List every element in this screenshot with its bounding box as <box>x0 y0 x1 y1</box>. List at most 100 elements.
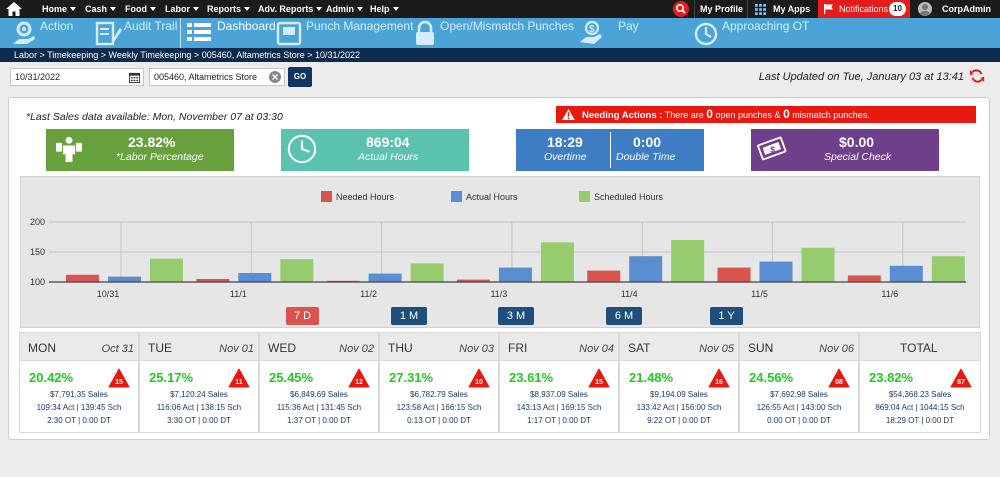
day-date: Nov 05 <box>699 343 734 355</box>
day-card-wed[interactable]: WED Nov 02 25.45% 12 $6,849.69 Sales 115:36 A… <box>259 332 379 433</box>
go-button[interactable]: GO <box>288 67 312 87</box>
calendar-icon[interactable] <box>129 72 140 83</box>
overtime-value: 18:29 <box>547 134 583 150</box>
day-card-mon[interactable]: MON Oct 31 20.42% 15 $7,791.35 Sales 109:34 A… <box>19 332 139 433</box>
alert-count: 11 <box>235 379 243 386</box>
day-date: Nov 04 <box>579 343 614 355</box>
toolbar-dashboard[interactable]: Dashboard <box>186 18 276 48</box>
day-card-total[interactable]: TOTAL 23.82% 87 $54,368.23 Sales 869:04 Act … <box>859 332 981 433</box>
menu-adv-reports[interactable]: Adv. Reports <box>258 0 323 18</box>
bar-scheduled-hours <box>150 258 183 282</box>
toolbar-action[interactable]: Action <box>10 18 82 48</box>
day-ot-dt: 2:30 OT | 0:00 DT <box>47 416 111 425</box>
alert-triangle-icon[interactable]: 10 <box>468 368 490 388</box>
my-profile-link[interactable]: My Profile <box>700 4 744 14</box>
date-input[interactable]: 10/31/2022 <box>10 68 144 86</box>
toolbar-punch-management[interactable]: Punch Management <box>276 18 413 48</box>
notifications-button[interactable]: Notifications 10 <box>818 0 910 18</box>
day-sales: $7,692.98 Sales <box>770 390 828 399</box>
toolbar-label: Dashboard <box>217 19 276 33</box>
bar-scheduled-hours <box>410 263 444 282</box>
clipboard-pen-icon <box>95 21 122 46</box>
actual-hours-card[interactable]: 869:04 Actual Hours <box>281 129 469 171</box>
alert-triangle-icon[interactable]: 12 <box>348 368 370 388</box>
x-tick-label: 11/2 <box>360 289 377 299</box>
menu-cash[interactable]: Cash <box>85 0 117 18</box>
bar-needed-hours <box>847 275 881 282</box>
bar-scheduled-hours <box>280 259 314 282</box>
home-icon[interactable] <box>6 2 22 16</box>
search-button[interactable] <box>673 1 689 17</box>
menu-home[interactable]: Home <box>42 0 77 18</box>
labor-percentage-card[interactable]: 23.82% *Labor Percentage <box>46 129 234 171</box>
labor-percentage-value: 23.82% <box>128 134 176 150</box>
alert-triangle-icon[interactable]: 15 <box>588 368 610 388</box>
alert-triangle-icon[interactable]: 87 <box>950 368 972 388</box>
day-card-fri[interactable]: FRI Nov 04 23.61% 15 $8,937.09 Sales 143:13 A… <box>499 332 619 433</box>
alert-triangle-icon[interactable]: 11 <box>228 368 250 388</box>
bar-scheduled-hours <box>671 240 705 282</box>
y-tick-label: 100 <box>30 277 45 287</box>
store-input[interactable]: 005460, Altametrics Store <box>149 68 285 86</box>
dashboard-panel: *Last Sales data available: Mon, Novembe… <box>8 97 990 440</box>
day-card-tue[interactable]: TUE Nov 01 25.17% 11 $7,120.24 Sales 116:06 A… <box>139 332 259 433</box>
bar-scheduled-hours <box>931 256 965 282</box>
menu-food[interactable]: Food <box>125 0 156 18</box>
day-card-header: WED Nov 02 <box>260 333 378 361</box>
day-sales: $7,791.35 Sales <box>50 390 108 399</box>
bar-needed-hours <box>456 279 490 282</box>
day-hours: 109:34 Act | 139:45 Sch <box>36 403 122 412</box>
menu-admin[interactable]: Admin <box>326 0 363 18</box>
toolbar-pay[interactable]: $ Pay <box>578 18 640 48</box>
notifications-label: Notifications <box>839 4 889 14</box>
toolbar-approaching-ot[interactable]: Approaching OT <box>694 18 814 48</box>
menu-help[interactable]: Help <box>370 0 399 18</box>
double-time-label: Double Time <box>616 151 676 163</box>
menu-labor[interactable]: Labor <box>165 0 200 18</box>
range-6m-button[interactable]: 6 M <box>606 307 642 325</box>
range-1y-button[interactable]: 1 Y <box>710 307 743 325</box>
legend-label: Needed Hours <box>336 192 395 202</box>
mismatch-punch-count: 0 <box>783 107 790 121</box>
bar-needed-hours <box>587 270 621 282</box>
day-sales: $9,194.09 Sales <box>650 390 708 399</box>
day-sales: $8,937.09 Sales <box>530 390 588 399</box>
range-7d-button[interactable]: 7 D <box>286 307 319 325</box>
day-labor-percentage: 20.42% <box>29 370 74 385</box>
day-name: SUN <box>748 341 774 355</box>
store-value: 005460, Altametrics Store <box>154 72 258 82</box>
alert-triangle-icon[interactable]: 08 <box>828 368 850 388</box>
day-ot-dt: 1:37 OT | 0:00 DT <box>287 416 351 425</box>
day-card-sun[interactable]: SUN Nov 06 24.56% 08 $7,692.98 Sales 126:55 A… <box>739 332 859 433</box>
clock-icon <box>694 22 718 46</box>
alert-triangle-icon[interactable]: 15 <box>108 368 130 388</box>
toolbar-label: Approaching OT <box>722 19 810 33</box>
special-check-card[interactable]: $ $0.00 Special Check <box>751 129 939 171</box>
bar-actual-hours <box>368 273 402 282</box>
bar-actual-hours <box>759 261 793 282</box>
toolbar-label: Punch Management <box>306 19 414 33</box>
alert-triangle-icon[interactable]: 16 <box>708 368 730 388</box>
clear-icon[interactable] <box>269 71 281 83</box>
actual-hours-label: Actual Hours <box>358 151 419 163</box>
toolbar-open-mismatch-punches[interactable]: Open/Mismatch Punches <box>412 18 574 48</box>
day-hours: 115:36 Act | 131:45 Sch <box>276 403 362 412</box>
notifications-count-badge: 10 <box>889 2 906 16</box>
labor-percentage-label: *Labor Percentage <box>116 151 204 163</box>
hours-chart: 100 150 200 10/31 11/1 11/2 11/3 11/4 11/5 11/6 Ne… <box>20 176 980 328</box>
toolbar-audit-trail[interactable]: Audit Trail <box>94 18 180 48</box>
day-hours: 116:06 Act | 138:15 Sch <box>156 403 242 412</box>
flag-icon <box>824 4 833 14</box>
day-card-sat[interactable]: SAT Nov 05 21.48% 16 $9,194.09 Sales 133:42 A… <box>619 332 739 433</box>
alert-count: 87 <box>957 379 965 386</box>
day-name: WED <box>268 341 296 355</box>
range-1m-button[interactable]: 1 M <box>391 307 427 325</box>
menu-reports[interactable]: Reports <box>207 0 251 18</box>
alert-text-2: open punches & <box>715 110 781 120</box>
refresh-icon[interactable] <box>969 68 985 84</box>
needing-actions-alert[interactable]: Needing Actions : There are 0 open punch… <box>556 106 976 123</box>
menu-label: Adv. Reports <box>258 4 314 14</box>
day-card-thu[interactable]: THU Nov 03 27.31% 10 $6,782.79 Sales 123:58 A… <box>379 332 499 433</box>
range-3m-button[interactable]: 3 M <box>498 307 534 325</box>
overtime-card[interactable]: 18:29 Overtime 0:00 Double Time <box>516 129 704 171</box>
